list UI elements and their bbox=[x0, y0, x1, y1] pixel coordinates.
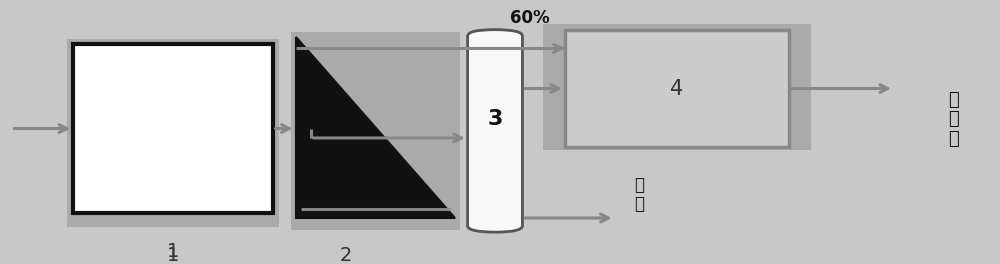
Text: 4: 4 bbox=[670, 78, 683, 98]
Text: 60%: 60% bbox=[510, 9, 550, 27]
Bar bbox=[73, 44, 273, 213]
Bar bbox=[565, 30, 789, 147]
Bar bbox=[543, 25, 811, 150]
Text: 注
入
井: 注 入 井 bbox=[948, 91, 959, 148]
Text: 1: 1 bbox=[167, 246, 179, 264]
Bar bbox=[67, 39, 279, 227]
Text: 2: 2 bbox=[339, 246, 352, 264]
Text: 3: 3 bbox=[487, 109, 503, 129]
Polygon shape bbox=[296, 37, 455, 218]
FancyBboxPatch shape bbox=[468, 30, 522, 232]
Text: 40%: 40% bbox=[385, 181, 425, 199]
Text: 废
水: 废 水 bbox=[635, 176, 645, 213]
Text: 1: 1 bbox=[167, 242, 179, 261]
Bar bbox=[291, 32, 460, 230]
